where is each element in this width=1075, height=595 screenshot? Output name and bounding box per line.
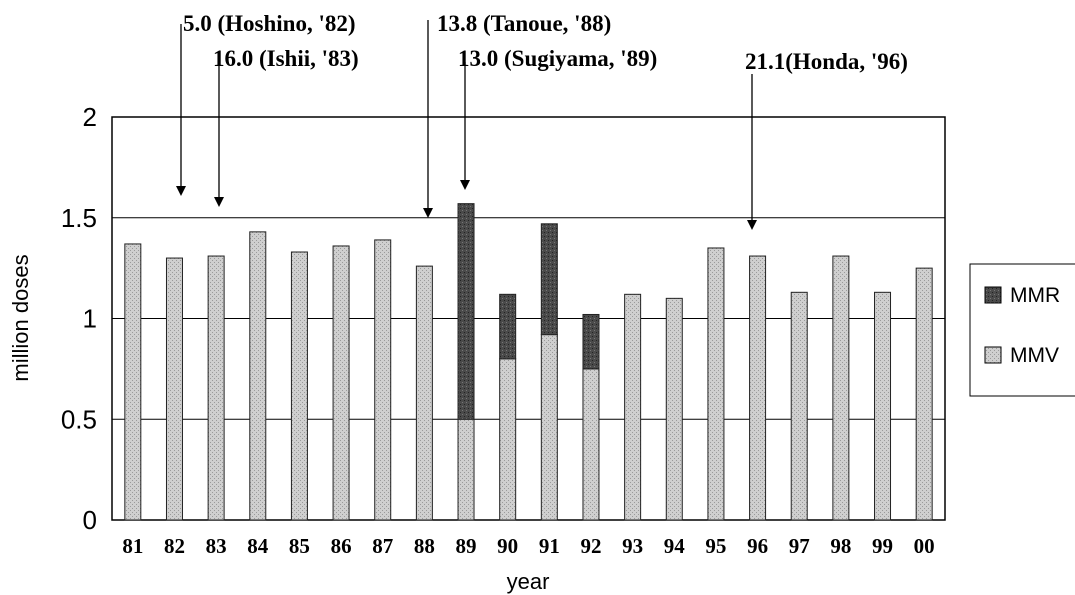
bar-mmv-91 [540,334,558,521]
bar-mmv-82 [165,257,183,521]
bar-mmr-91 [540,223,558,336]
x-tick-label: 99 [872,534,893,558]
x-tick-label: 91 [539,534,560,558]
bar-mmv-92 [582,368,600,521]
bars [124,203,933,521]
x-tick-label: 92 [580,534,601,558]
bar-mmv-89 [457,418,475,521]
y-tick-label: 1 [83,304,97,334]
bar-mmv-98 [832,255,850,521]
bar-mmv-99 [874,291,892,521]
legend-swatch-mmv [984,346,1002,364]
annotation-arrow-head [176,186,186,196]
x-tick-label: 82 [164,534,185,558]
x-tick-label: 85 [289,534,310,558]
bar-mmv-00 [915,267,933,521]
bar-mmv-90 [499,358,517,521]
y-tick-label: 2 [83,102,97,132]
y-tick-labels: 0 0.5 1 1.5 2 [61,102,97,535]
legend-box [969,263,1075,397]
x-tick-label: 90 [497,534,518,558]
bar-mmr-90 [499,293,517,360]
x-tick-label: 81 [122,534,143,558]
bar-mmv-85 [290,251,308,521]
bar-mmv-81 [124,243,142,521]
bar-mmv-93 [624,293,642,521]
annotation-label: 13.0 (Sugiyama, '89) [458,46,657,71]
bar-mmv-97 [790,291,808,521]
bar-mmr-89 [457,203,475,420]
y-tick-label: 0.5 [61,404,97,434]
bar-mmv-95 [707,247,725,521]
x-tick-label: 83 [206,534,227,558]
bar-mmv-84 [249,231,267,521]
bar-mmv-83 [207,255,225,521]
x-tick-labels: 81 82 83 84 85 86 87 88 89 90 91 92 93 94 95 96 97 98 99 00 [122,534,934,558]
gridlines [112,217,945,420]
x-tick-label: 96 [747,534,768,558]
x-tick-label: 89 [456,534,477,558]
y-axis-title: million doses [8,254,33,381]
x-tick-label: 87 [372,534,393,558]
annotation-label: 5.0 (Hoshino, '82) [183,11,356,36]
x-tick-label: 86 [331,534,352,558]
annotation-label: 13.8 (Tanoue, '88) [437,11,611,36]
legend-label-mmr: MMR [1010,284,1060,307]
y-tick-label: 1.5 [61,203,97,233]
x-tick-label: 93 [622,534,643,558]
x-tick-label: 98 [830,534,851,558]
annotation-arrow-head [214,197,224,207]
annotations: 5.0 (Hoshino, '82) 16.0 (Ishii, '83) 13.8 … [176,11,908,230]
legend-swatch-mmr [984,286,1002,304]
y-tick-label: 0 [83,505,97,535]
bar-mmv-87 [374,239,392,521]
x-tick-label: 95 [705,534,726,558]
annotation-arrow-head [460,180,470,190]
x-tick-label: 97 [789,534,810,558]
legend: MMR MMV [969,263,1075,397]
x-tick-label: 88 [414,534,435,558]
annotation-label: 16.0 (Ishii, '83) [213,46,359,71]
x-tick-label: 94 [664,534,686,558]
bar-mmv-94 [665,297,683,521]
annotation-label: 21.1(Honda, '96) [745,49,908,74]
annotation-arrow-head [423,208,433,218]
x-axis-title: year [507,569,550,594]
x-tick-label: 00 [914,534,935,558]
annotation-arrow-head [747,220,757,230]
bar-mmv-88 [415,265,433,521]
bar-mmv-86 [332,245,350,521]
x-tick-label: 84 [247,534,269,558]
bar-mmv-96 [749,255,767,521]
bar-mmr-92 [582,313,600,370]
legend-label-mmv: MMV [1010,344,1059,367]
